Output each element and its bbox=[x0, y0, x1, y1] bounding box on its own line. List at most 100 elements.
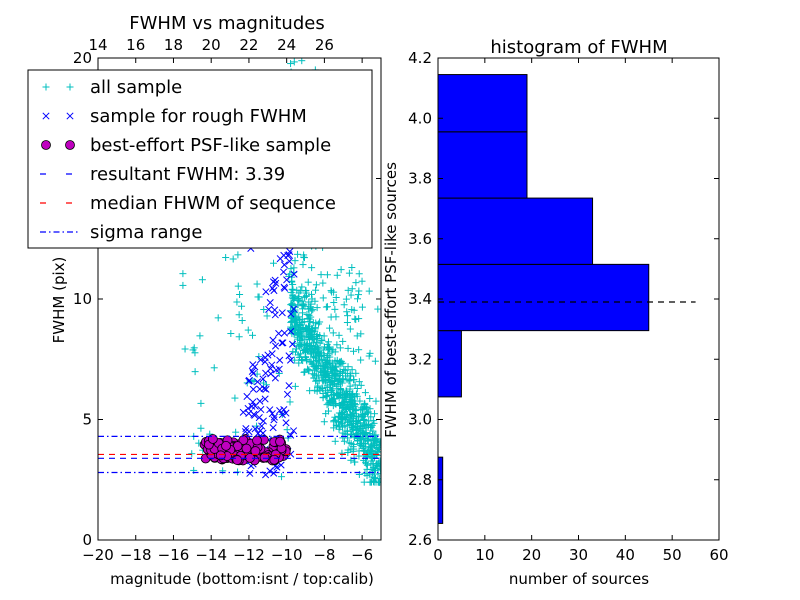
point-all-sample bbox=[350, 458, 358, 466]
x-tick-label: 20 bbox=[522, 546, 541, 564]
point-all-sample bbox=[290, 58, 298, 66]
point-all-sample bbox=[353, 332, 361, 340]
point-all-sample bbox=[319, 279, 327, 287]
point-all-sample bbox=[260, 306, 268, 314]
y-tick-label: 4.0 bbox=[408, 109, 432, 127]
point-all-sample bbox=[354, 291, 362, 299]
point-all-sample bbox=[361, 410, 369, 418]
point-all-sample bbox=[347, 291, 355, 299]
point-all-sample bbox=[288, 314, 296, 322]
top-tick-label: 14 bbox=[88, 36, 107, 54]
point-rough-fwhm bbox=[270, 286, 278, 295]
point-all-sample bbox=[337, 377, 345, 385]
point-all-sample bbox=[348, 285, 356, 293]
point-all-sample bbox=[350, 347, 358, 355]
point-all-sample bbox=[290, 296, 298, 304]
x-tick-label: 30 bbox=[569, 546, 588, 564]
point-all-sample bbox=[346, 398, 354, 406]
y-tick-label: 10 bbox=[73, 290, 92, 308]
point-all-sample bbox=[352, 279, 360, 287]
point-all-sample bbox=[334, 417, 342, 425]
point-all-sample bbox=[341, 367, 349, 375]
point-all-sample bbox=[352, 315, 360, 323]
point-all-sample bbox=[234, 282, 242, 290]
point-all-sample bbox=[249, 331, 257, 339]
point-all-sample bbox=[317, 271, 325, 279]
point-all-sample bbox=[307, 350, 315, 358]
point-all-sample bbox=[355, 447, 363, 455]
point-all-sample bbox=[352, 390, 360, 398]
point-all-sample bbox=[344, 344, 352, 352]
point-rough-fwhm bbox=[287, 310, 295, 318]
point-all-sample bbox=[304, 278, 312, 286]
point-all-sample bbox=[301, 368, 309, 376]
point-all-sample bbox=[364, 447, 372, 455]
point-all-sample bbox=[342, 390, 350, 398]
point-all-sample bbox=[346, 325, 354, 333]
point-all-sample bbox=[366, 405, 374, 413]
point-rough-fwhm bbox=[279, 339, 287, 347]
point-all-sample bbox=[355, 378, 363, 386]
point-all-sample bbox=[278, 473, 286, 481]
point-all-sample bbox=[296, 343, 304, 351]
point-all-sample bbox=[347, 412, 355, 420]
point-rough-fwhm bbox=[248, 367, 256, 375]
x-tick-label: −14 bbox=[195, 546, 227, 564]
point-all-sample bbox=[333, 271, 341, 279]
x-tick-label: 0 bbox=[433, 546, 443, 564]
point-all-sample bbox=[372, 431, 380, 439]
point-all-sample bbox=[289, 292, 297, 300]
point-all-sample bbox=[356, 441, 364, 449]
point-all-sample bbox=[262, 381, 270, 389]
y-tick-label: 4.2 bbox=[408, 49, 432, 67]
point-all-sample bbox=[314, 364, 322, 372]
scatter-title: FWHM vs magnitudes bbox=[129, 13, 324, 34]
point-all-sample bbox=[332, 313, 340, 321]
point-rough-fwhm bbox=[266, 406, 274, 414]
point-all-sample bbox=[371, 410, 379, 418]
point-rough-fwhm bbox=[270, 469, 278, 477]
point-all-sample bbox=[308, 349, 316, 357]
point-rough-fwhm bbox=[249, 385, 257, 393]
y-tick-label: 3.6 bbox=[408, 230, 432, 248]
point-rough-fwhm bbox=[258, 422, 266, 430]
point-all-sample bbox=[312, 377, 320, 385]
point-rough-fwhm bbox=[251, 363, 259, 371]
point-all-sample bbox=[367, 413, 375, 421]
point-all-sample bbox=[361, 389, 369, 397]
top-tick-label: 22 bbox=[239, 36, 258, 54]
point-all-sample bbox=[295, 342, 303, 350]
point-all-sample bbox=[342, 295, 350, 303]
scatter-x-axis-label: magnitude (bottom:isnt / top:calib) bbox=[110, 570, 374, 588]
x-tick-label: 50 bbox=[663, 546, 682, 564]
point-all-sample bbox=[312, 286, 320, 294]
legend-marker-rough-fwhm bbox=[42, 112, 50, 120]
point-all-sample bbox=[328, 288, 336, 296]
point-all-sample bbox=[181, 345, 189, 353]
point-all-sample bbox=[318, 355, 326, 363]
point-all-sample bbox=[328, 387, 336, 395]
point-all-sample bbox=[340, 301, 348, 309]
point-all-sample bbox=[253, 422, 261, 430]
top-tick-label: 16 bbox=[126, 36, 145, 54]
point-all-sample bbox=[270, 259, 278, 267]
y-tick-label: 5 bbox=[82, 411, 92, 429]
point-rough-fwhm bbox=[261, 395, 269, 403]
point-rough-fwhm bbox=[276, 255, 284, 263]
point-all-sample bbox=[316, 331, 324, 339]
scatter-legend: all sample sample for rough FWHM best-ef… bbox=[27, 69, 373, 249]
point-all-sample bbox=[343, 427, 351, 435]
point-all-sample bbox=[364, 436, 372, 444]
x-tick-label: 40 bbox=[616, 546, 635, 564]
y-tick-label: 3.0 bbox=[408, 411, 432, 429]
legend-marker-all-sample bbox=[42, 83, 50, 91]
histogram-bar bbox=[437, 197, 594, 265]
point-all-sample bbox=[289, 348, 297, 356]
point-rough-fwhm bbox=[278, 411, 286, 419]
point-all-sample bbox=[348, 425, 356, 433]
point-all-sample bbox=[295, 289, 303, 297]
point-all-sample bbox=[344, 312, 352, 320]
point-all-sample bbox=[191, 368, 199, 376]
point-rough-fwhm bbox=[290, 427, 298, 435]
point-all-sample bbox=[367, 460, 375, 468]
